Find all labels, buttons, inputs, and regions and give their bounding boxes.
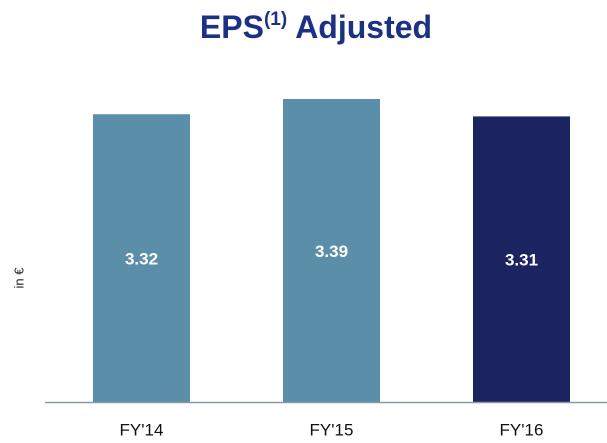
bar bbox=[93, 114, 190, 403]
x-tick-label: FY'15 bbox=[310, 420, 354, 439]
value-label: 3.31 bbox=[505, 251, 538, 270]
title-superscript: (1) bbox=[264, 9, 287, 30]
y-axis-label: in € bbox=[11, 267, 26, 289]
title-rest: Adjusted bbox=[295, 9, 432, 45]
x-tick-label: FY'14 bbox=[120, 420, 164, 439]
value-label: 3.32 bbox=[125, 250, 158, 269]
bar bbox=[473, 116, 570, 403]
title-main: EPS bbox=[200, 9, 264, 45]
x-tick-label: FY'16 bbox=[500, 420, 544, 439]
value-label: 3.39 bbox=[315, 242, 348, 261]
chart-title: EPS(1) Adjusted bbox=[200, 9, 432, 45]
bar bbox=[283, 98, 380, 402]
